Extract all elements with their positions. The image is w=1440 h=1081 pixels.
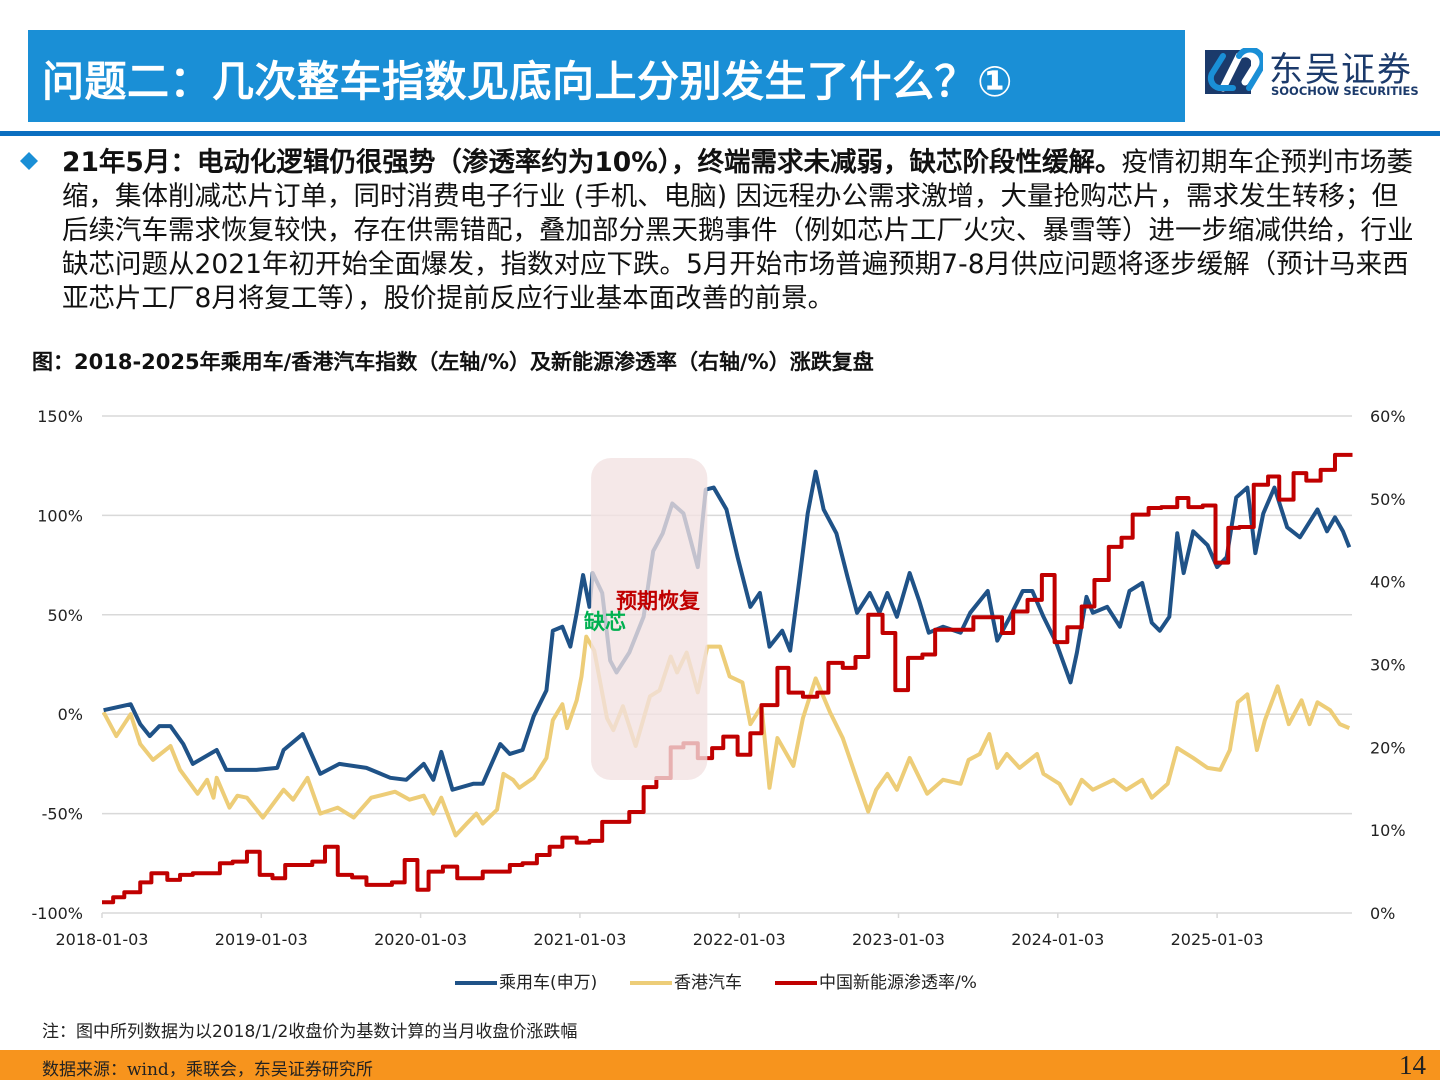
- x-tick-label: 2022-01-03: [693, 930, 786, 949]
- legend-label: 中国新能源渗透率/%: [819, 973, 977, 993]
- diamond-bullet-icon: [20, 152, 38, 170]
- slide-title: 问题二：几次整车指数见底向上分别发生了什么？①: [42, 57, 1014, 106]
- y-right-tick-label: 10%: [1370, 821, 1406, 840]
- data-source: 数据来源：wind，乘联会，东吴证券研究所: [42, 1060, 373, 1080]
- chart-title: 图：2018-2025年乘用车/香港汽车指数（左轴/%）及新能源渗透率（右轴/%…: [32, 350, 874, 374]
- series-line-nev-penetration: [102, 452, 1353, 905]
- y-left-tick-label: 150%: [37, 407, 83, 426]
- x-tick-label: 2020-01-03: [374, 930, 467, 949]
- body-paragraph: 21年5月：电动化逻辑仍很强势（渗透率约为10%），终端需求未减弱，缺芯阶段性缓…: [62, 146, 1424, 316]
- x-tick-label: 2023-01-03: [852, 930, 945, 949]
- x-tick-label: 2021-01-03: [533, 930, 626, 949]
- x-tick-label: 2025-01-03: [1171, 930, 1264, 949]
- soochow-logo-icon: [1205, 46, 1266, 94]
- y-right-tick-label: 40%: [1370, 573, 1406, 592]
- body-text: 疫情初期车企预判市场萎缩，集体削减芯片订单，同时消费电子行业 (手机、电脑) 因…: [62, 147, 1414, 314]
- y-right-tick-label: 50%: [1370, 490, 1406, 509]
- legend-item-hk-auto: 香港汽车: [630, 968, 742, 993]
- y-left-tick-label: -100%: [31, 904, 83, 923]
- legend-label: 乘用车(申万): [499, 973, 598, 993]
- y-right-tick-label: 60%: [1370, 407, 1406, 426]
- chart-note: 注：图中所列数据为以2018/1/2收盘价为基数计算的当月收盘价涨跌幅: [42, 1022, 578, 1042]
- y-left-tick-label: -50%: [42, 805, 83, 824]
- page-number: 14: [1399, 1050, 1426, 1080]
- header-divider: [0, 131, 1440, 136]
- y-left-tick-label: 0%: [58, 705, 83, 724]
- logo-text-cn: 东吴证券: [1269, 50, 1413, 90]
- series-line-hk-auto: [101, 634, 1351, 838]
- annotation-chip-shortage: 缺芯: [584, 610, 626, 634]
- legend-swatch-red: [775, 981, 817, 985]
- y-right-tick-label: 0%: [1370, 904, 1395, 923]
- highlight-region: [591, 458, 708, 780]
- y-left-tick-label: 50%: [47, 606, 83, 625]
- x-tick-label: 2024-01-03: [1011, 930, 1104, 949]
- header-banner: 问题二：几次整车指数见底向上分别发生了什么？①: [28, 30, 1185, 122]
- body-bold-lead: 21年5月：电动化逻辑仍很强势（渗透率约为10%），终端需求未减弱，缺芯阶段性缓…: [62, 147, 1122, 178]
- logo-text-en: SOOCHOW SECURITIES: [1271, 84, 1419, 98]
- y-right-tick-label: 30%: [1370, 656, 1406, 675]
- legend-label: 香港汽车: [674, 973, 742, 993]
- y-right-tick-label: 20%: [1370, 738, 1406, 757]
- footer-bar: 数据来源：wind，乘联会，东吴证券研究所 14: [0, 1050, 1440, 1080]
- x-tick-label: 2019-01-03: [215, 930, 308, 949]
- legend-item-nev-penetration: 中国新能源渗透率/%: [775, 968, 977, 993]
- legend-item-passenger-car: 乘用车(申万): [455, 968, 597, 993]
- legend-swatch-yellow: [630, 981, 672, 985]
- series-line-passenger-car: [103, 469, 1352, 792]
- y-left-tick-label: 100%: [37, 506, 83, 525]
- annotation-expected-recovery: 预期恢复: [616, 589, 700, 613]
- soochow-logo: 东吴证券 SOOCHOW SECURITIES: [1205, 46, 1425, 100]
- x-tick-label: 2018-01-03: [56, 930, 149, 949]
- legend-swatch-blue: [455, 981, 497, 985]
